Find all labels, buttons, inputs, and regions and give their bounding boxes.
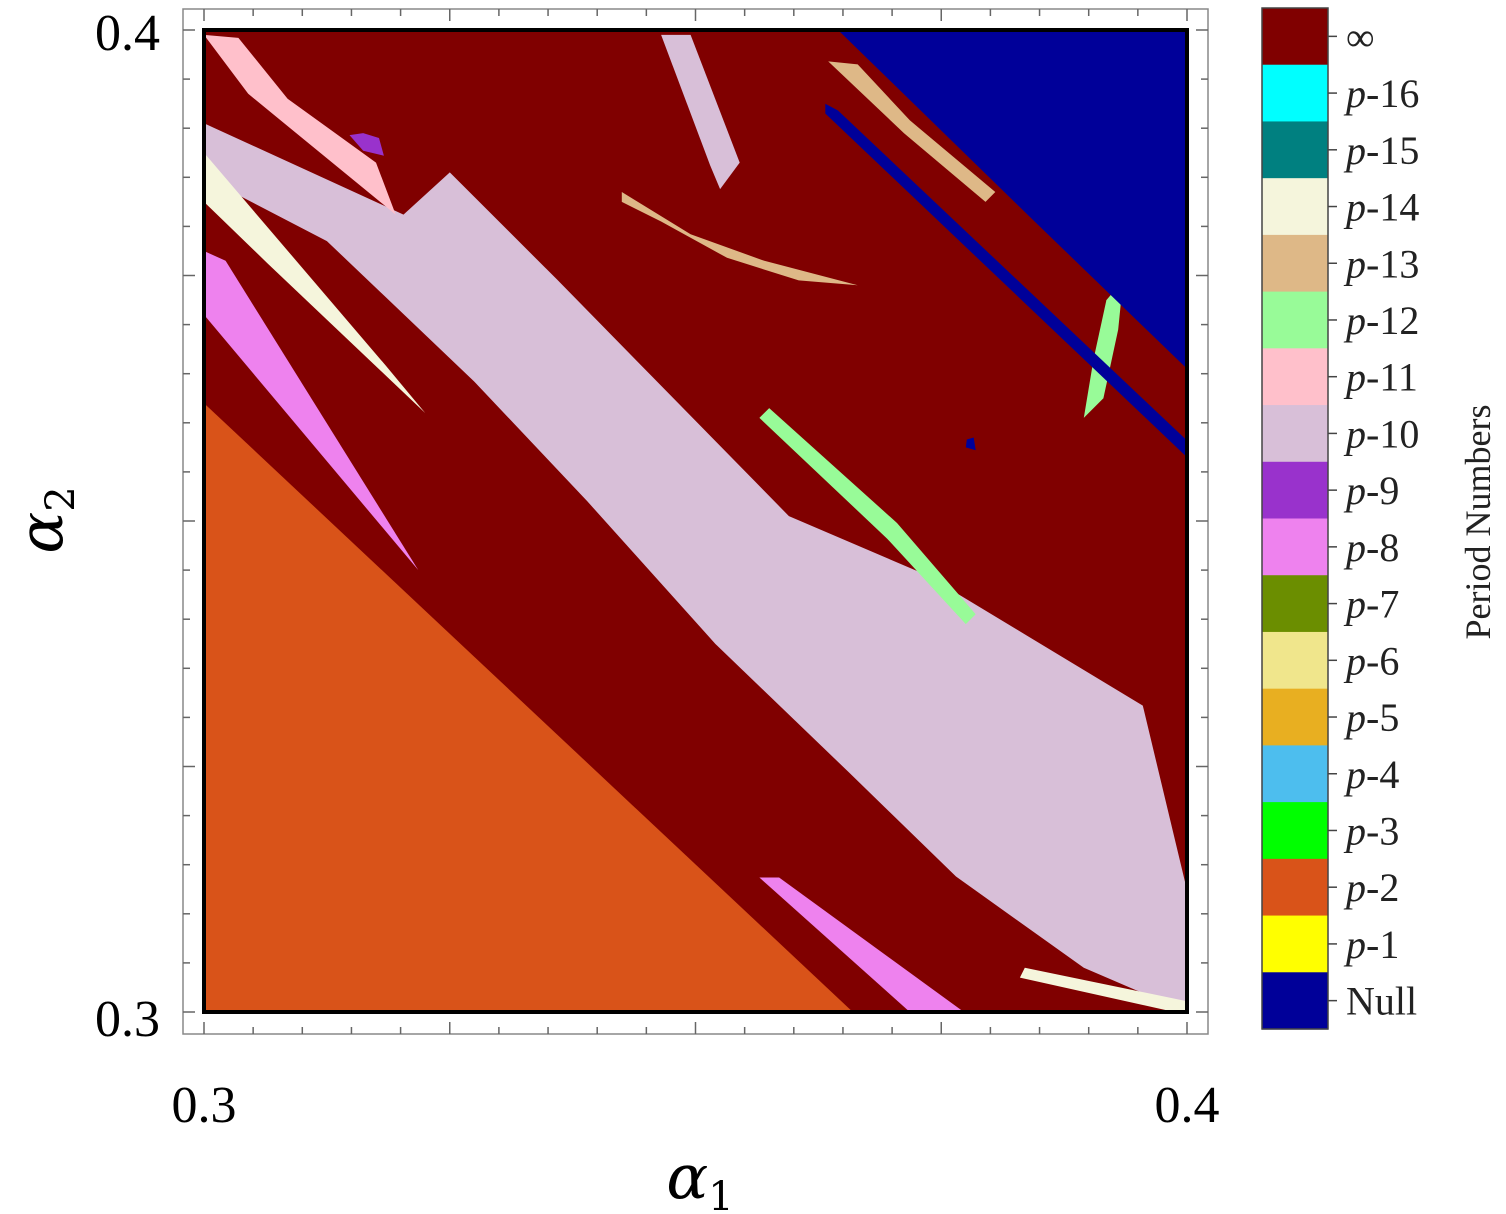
colorbar-swatch-2 [1262,121,1328,179]
period-regions [204,30,1187,1012]
region-8 [349,133,384,156]
colorbar-label-5: p-12 [1343,298,1419,343]
region-10 [828,61,996,202]
colorbar-swatch-11 [1262,631,1328,690]
colorbar-swatch-12 [1262,688,1328,746]
colorbar-label-10: p-7 [1343,582,1399,627]
colorbar-swatch-3 [1262,178,1328,236]
x-tick-label-left: 0.3 [172,1077,237,1134]
colorbar-swatch-15 [1262,858,1328,917]
colorbar-swatch-14 [1262,802,1328,860]
colorbar-label-7: p-10 [1343,411,1419,456]
region-4 [204,123,1187,1012]
colorbar-swatch-17 [1262,972,1328,1030]
colorbar-label-11: p-6 [1343,638,1399,683]
region-7 [204,34,396,215]
colorbar-label-13: p-4 [1343,752,1399,797]
colorbar-swatch-16 [1262,915,1328,973]
colorbar: ∞ p-16 p-15 p-14 p-13 p-12 p-11 p-10 p-9 p-8 p-7 p-… [1261,7,1419,1030]
y-tick-label-bottom: 0.3 [95,991,160,1048]
axis-ticks [183,9,1208,1034]
region-12 [759,408,976,625]
colorbar-title: Period Numbers [1458,405,1498,640]
region-6 [1019,967,1187,1012]
region-16 [965,437,976,451]
y-axis-title: α2 [4,486,84,553]
colorbar-swatch-4 [1262,234,1328,293]
colorbar-swatch-7 [1262,405,1328,463]
region-14 [838,30,1187,369]
colorbar-swatch-1 [1262,64,1328,123]
colorbar-label-17: Null [1346,979,1417,1024]
region-2 [204,251,419,571]
colorbar-label-2: p-15 [1343,128,1419,173]
x-tick-label-right: 0.4 [1155,1077,1220,1134]
colorbar-border [1261,7,1329,1030]
x-axis-title: α1 [666,1140,733,1214]
region-15 [825,103,1187,458]
colorbar-label-4: p-13 [1343,241,1419,286]
region-3 [759,877,964,1012]
colorbar-label-6: p-11 [1343,355,1418,400]
region-11 [661,34,740,190]
colorbar-swatch-9 [1262,518,1328,576]
y-tick-label-top: 0.4 [95,5,160,62]
region-1 [204,403,853,1012]
colorbar-swatch-13 [1262,745,1328,803]
colorbar-label-9: p-8 [1343,525,1399,570]
colorbar-label-15: p-2 [1343,865,1399,910]
colorbar-swatch-6 [1262,348,1328,406]
plot-border [202,28,1189,1014]
colorbar-label-12: p-5 [1343,695,1399,740]
colorbar-label-8: p-9 [1343,468,1399,513]
colorbar-label-3: p-14 [1343,185,1419,230]
region-5 [204,152,426,414]
colorbar-swatch-5 [1262,291,1328,349]
colorbar-label-1: p-16 [1343,71,1419,116]
region-13 [1083,280,1124,418]
colorbar-label-16: p-1 [1343,922,1399,967]
colorbar-swatch-10 [1262,575,1328,633]
colorbar-swatch-0 [1262,8,1328,66]
colorbar-label-14: p-3 [1343,809,1399,854]
colorbar-swatch-8 [1262,461,1328,520]
colorbar-label-0: ∞ [1346,14,1375,59]
